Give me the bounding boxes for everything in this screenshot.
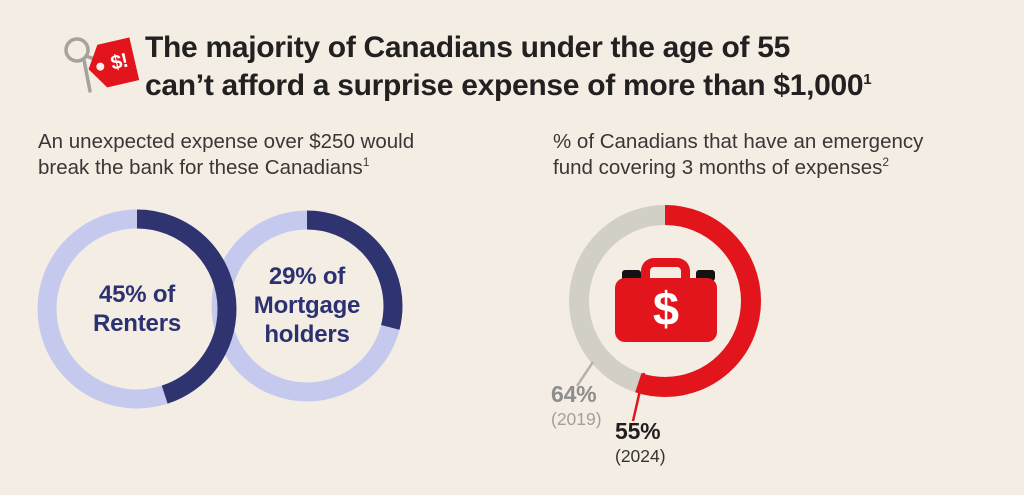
donut-chart-renters: [37, 209, 237, 409]
dollar-sign: $: [652, 282, 680, 335]
title-line-1: The majority of Canadians under the age …: [145, 31, 790, 64]
price-tag-icon: $!: [48, 32, 143, 96]
left-subtitle-text: An unexpected expense over $250 would br…: [38, 130, 415, 179]
title-line-2: can’t afford a surprise expense of more …: [145, 69, 864, 102]
renters-pct-text: 45% of: [98, 281, 176, 308]
annotation-2019-year: (2019): [551, 409, 602, 429]
briefcase-dollar-icon: $: [615, 258, 717, 342]
annotation-2019-value: 64%: [551, 381, 597, 407]
mortgage-pct-text: 29% of: [268, 263, 346, 290]
annotation-2019: 64% (2019): [551, 381, 602, 430]
annotation-leader-lines: [575, 361, 646, 422]
right-section-subtitle: % of Canadians that have an emergency fu…: [553, 129, 953, 181]
title-footnote-marker: 1: [863, 71, 872, 88]
renters-donut-center-label: 45% of Renters: [57, 280, 217, 338]
mortgage-donut-center-label: 29% of Mortgage holders: [237, 262, 377, 349]
annotation-2024: 55% (2024): [615, 418, 666, 467]
tag-hole: [95, 62, 105, 72]
page-title: The majority of Canadians under the age …: [145, 29, 872, 105]
leader-line-2019: [575, 361, 595, 387]
briefcase-handle: [641, 258, 690, 293]
mortgage-word-text-2: holders: [264, 321, 350, 348]
leader-line-2024: [631, 372, 646, 422]
mortgage-word-text-1: Mortgage: [253, 292, 361, 319]
briefcase-latch-left: [622, 270, 641, 281]
left-section-subtitle: An unexpected expense over $250 would br…: [38, 129, 468, 181]
left-subtitle-footnote-marker: 1: [362, 155, 370, 170]
renters-word-text: Renters: [93, 310, 181, 337]
briefcase-latch-right: [696, 270, 715, 281]
annotation-2024-value: 55%: [615, 418, 661, 444]
tag-label: $!: [108, 49, 130, 75]
annotation-2024-year: (2024): [615, 446, 666, 466]
donut-chart-emergency-fund: [569, 205, 761, 397]
right-subtitle-text: % of Canadians that have an emergency fu…: [553, 130, 924, 179]
briefcase-body: $: [615, 278, 717, 342]
right-subtitle-footnote-marker: 2: [882, 155, 890, 170]
